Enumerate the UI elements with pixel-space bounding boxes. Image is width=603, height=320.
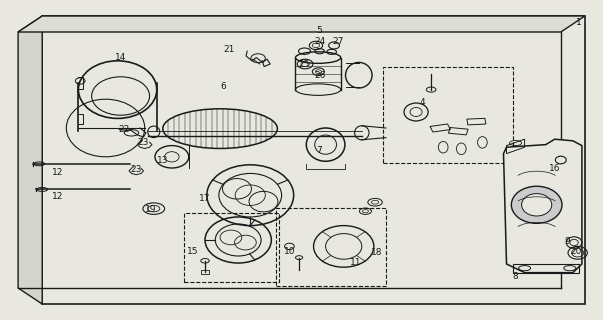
Polygon shape (42, 16, 585, 304)
Text: 27: 27 (332, 37, 343, 46)
Text: 25: 25 (299, 60, 310, 68)
Text: 1: 1 (576, 18, 582, 27)
Text: 12: 12 (52, 168, 63, 177)
Text: 5: 5 (317, 26, 323, 35)
Text: 23: 23 (130, 165, 141, 174)
Text: 20: 20 (570, 247, 581, 256)
Polygon shape (504, 139, 582, 273)
Polygon shape (18, 16, 42, 304)
Bar (201, 270, 209, 274)
Text: 14: 14 (115, 53, 126, 62)
Text: 18: 18 (371, 248, 383, 257)
Text: 15: 15 (187, 247, 199, 256)
Text: 4: 4 (419, 98, 425, 107)
Ellipse shape (522, 194, 552, 216)
Text: 10: 10 (283, 247, 295, 256)
Polygon shape (18, 16, 585, 32)
Text: 6: 6 (220, 82, 226, 91)
Text: 12: 12 (52, 192, 63, 201)
Bar (383, 67, 513, 163)
Text: 24: 24 (314, 37, 325, 46)
Text: 26: 26 (314, 71, 325, 80)
Text: 22: 22 (118, 125, 129, 134)
Text: 19: 19 (145, 205, 157, 214)
Text: 13: 13 (157, 156, 169, 164)
Ellipse shape (511, 186, 562, 223)
Text: 16: 16 (549, 164, 561, 172)
Text: 7: 7 (317, 146, 323, 155)
Bar (276, 208, 386, 286)
Text: 9: 9 (564, 237, 570, 246)
Text: 17: 17 (199, 194, 211, 203)
Text: 23: 23 (138, 138, 149, 147)
Text: 21: 21 (224, 45, 235, 54)
Text: 11: 11 (350, 258, 362, 267)
Text: 8: 8 (513, 272, 519, 281)
Bar (184, 213, 279, 282)
